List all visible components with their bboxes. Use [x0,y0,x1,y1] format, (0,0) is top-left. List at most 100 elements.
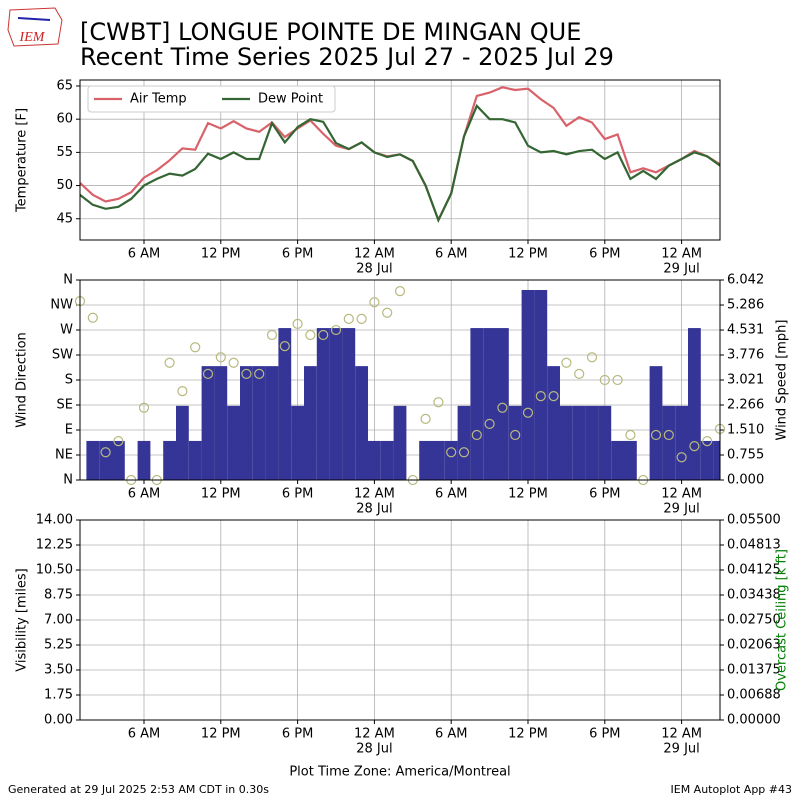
direction-point [458,447,470,458]
x-tick-label: 12 PM [508,727,548,742]
x-tick-label: 6 PM [282,727,313,742]
y-tick-label: 0.00 [44,713,73,728]
line-series [79,103,721,223]
y2-tick-label: 0.00688 [727,688,781,703]
x-tick-label: 12 AM [661,247,702,262]
y-tick-label: SE [57,398,73,413]
y2-axis-label: Overcast Ceiling [k ft] [775,549,790,691]
speed-bar [278,328,292,480]
y-tick-label: 65 [56,78,73,93]
y2-tick-label: 0.02063 [727,638,781,653]
direction-point [305,329,316,341]
speed-bar [560,405,573,480]
direction-point [292,318,303,329]
x-tick-label: 12 PM [508,247,548,262]
plot-frame [79,519,721,721]
direction-point [394,286,406,297]
direction-point [548,391,559,402]
y2-tick-label: 3.021 [727,373,764,388]
x-date-label: 29 Jul [663,742,699,757]
title-line: Recent Time Series 2025 Jul 27 - 2025 Ju… [80,43,614,71]
speed-bar [598,405,612,480]
speed-bar [86,440,100,480]
y-tick-label: N [63,473,73,488]
speed-bar [163,440,176,480]
direction-point [535,391,546,402]
x-date-label: 28 Jul [356,502,392,517]
x-date-label: 29 Jul [663,262,699,277]
speed-bar [457,405,471,480]
speed-bar [355,366,368,480]
y2-tick-label: 0.04813 [727,538,781,553]
direction-point [330,324,342,336]
direction-point [420,413,431,424]
x-tick-label: 6 AM [435,487,468,502]
y-tick-label: 1.75 [44,688,73,703]
direction-point [689,441,700,452]
y-tick-label: 50 [56,178,73,193]
x-tick-label: 12 PM [201,247,241,262]
logo: IEM [7,7,63,47]
speed-bar [611,440,624,480]
logo-text: IEM [19,30,46,45]
speed-bar [227,405,240,480]
bars [86,289,720,480]
direction-point [177,386,188,397]
x-tick-label: 12 AM [661,727,702,742]
x-tick-label: 6 AM [128,487,161,502]
speed-bar [534,289,548,480]
y2-tick-label: 3.776 [727,348,764,363]
speed-bar [713,440,720,480]
speed-bar [291,405,304,480]
y-axis-label: Temperature [F] [15,108,30,213]
x-tick-label: 12 PM [201,487,241,502]
x-date-label: 28 Jul [356,742,392,757]
legend-box [87,85,336,113]
direction-point [254,368,265,379]
y-tick-label: 55 [56,145,73,160]
speed-bar [700,440,714,480]
speed-bar [265,366,279,480]
speed-bar [419,440,432,480]
y-tick-label: 10.50 [36,563,73,578]
footer-right: IEM Autoplot App #43 [671,783,793,796]
direction-point [113,436,124,447]
speed-bar [176,405,189,480]
speed-bar [688,328,701,480]
speed-bar [368,440,381,480]
direction-point [164,357,175,368]
x-tick-label: 12 PM [201,727,241,742]
speed-bar [662,405,676,480]
y-tick-label: 3.50 [44,663,73,678]
speed-bar [675,405,688,480]
title-line: [CWBT] LONGUE POINTE DE MINGAN QUE [80,18,581,46]
plot-frame [79,79,721,241]
speed-bar [470,328,484,480]
y2-tick-label: 2.266 [727,397,764,412]
direction-point [702,436,713,447]
x-date-label: 29 Jul [663,502,699,517]
speed-bar [240,366,253,480]
x-tick-label: 12 AM [661,487,702,502]
y2-axis-label: Wind Speed [mph] [775,320,790,441]
direction-point [497,402,508,413]
y2-tick-label: 4.531 [727,323,764,338]
y2-tick-label: 0.000 [727,473,764,488]
legend-label: Dew Point [258,92,323,107]
x-tick-label: 6 AM [128,247,161,262]
x-tick-label: 6 PM [589,727,620,742]
direction-point [215,352,226,363]
y-tick-label: 12.25 [36,538,73,553]
x-tick-label: 6 AM [128,727,161,742]
y-tick-label: SW [52,348,73,363]
direction-point [676,452,687,463]
direction-point [484,418,495,429]
direction-point [561,357,572,368]
direction-point [202,368,214,379]
direction-point [356,313,367,324]
direction-point [369,297,380,308]
direction-point [138,402,150,413]
x-tick-label: 12 AM [354,727,395,742]
